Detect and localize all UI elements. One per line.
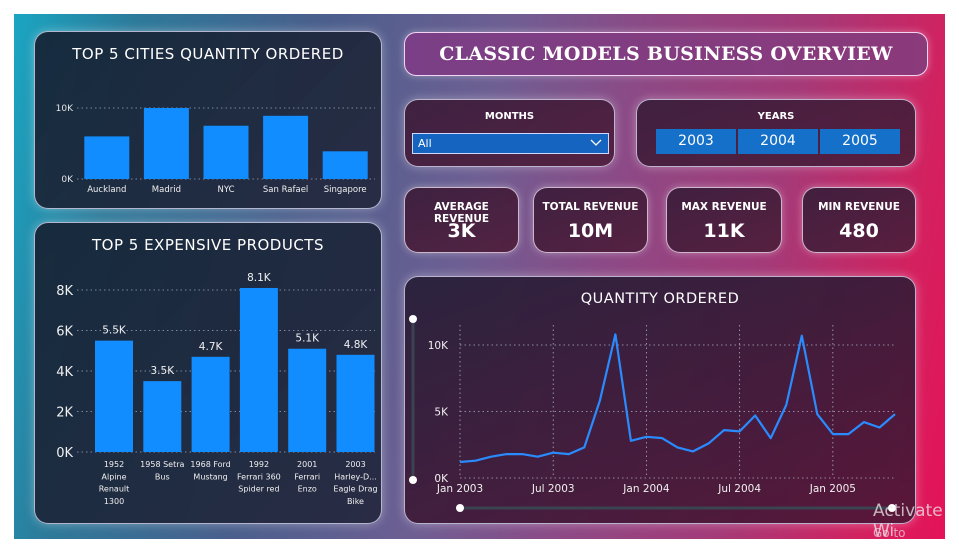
bar[interactable] — [191, 356, 230, 452]
data-label: 8.1K — [247, 272, 272, 284]
x-tick-label: Eagle Drag — [333, 485, 377, 494]
x-tick-label: Spider red — [238, 485, 279, 494]
x-tick-label: Mustang — [193, 472, 227, 481]
y-tick-label: 8K — [56, 284, 73, 299]
x-tick-label: NYC — [217, 185, 234, 195]
y-tick-label: 5K — [434, 407, 449, 419]
y-tick-label: 2K — [56, 406, 73, 421]
months-label: MONTHS — [484, 111, 535, 122]
kpi-max-revenue-label: MAX REVENUE — [681, 201, 767, 213]
quantity-ordered-panel: QUANTITY ORDERED 0K 5K 10K Jan 2003 Jul 2003… — [404, 276, 916, 524]
dashboard-title: CLASSIC MODELS BUSINESS OVERVIEW — [439, 43, 893, 65]
bar[interactable] — [143, 381, 182, 452]
months-dropdown[interactable]: All — [412, 133, 609, 154]
x-tick-label: Jan 2004 — [622, 483, 670, 495]
x-tick-label: Auckland — [87, 185, 126, 195]
year-button-2005[interactable]: 2005 — [820, 129, 900, 154]
x-tick-label: 1968 Ford — [190, 460, 230, 469]
x-tick-label: 1300 — [104, 497, 124, 506]
top-cities-title: TOP 5 CITIES QUANTITY ORDERED — [72, 45, 344, 63]
x-tick-label: 1958 Setra — [140, 460, 184, 469]
year-button-2004[interactable]: 2004 — [738, 129, 818, 154]
y-tick-label: 10K — [428, 340, 449, 352]
years-slicer: YEARS 2003 2004 2005 — [636, 99, 916, 167]
x-tick-label: Renault — [99, 485, 130, 494]
kpi-total-revenue-value: 10M — [567, 220, 614, 242]
y-tick-label: 0K — [61, 175, 74, 185]
activate-windows-watermark: Activate Wi — [873, 501, 943, 539]
y-tick-label: 0K — [434, 473, 449, 485]
x-tick-label: Jan 2005 — [809, 483, 856, 495]
bar[interactable] — [143, 108, 189, 179]
top-products-panel: TOP 5 EXPENSIVE PRODUCTS 0K 2K 4K 6K 8K 5.5K 1… — [34, 222, 382, 524]
x-tick-label: Harley-D... — [334, 472, 377, 481]
x-tick-label: Bus — [155, 472, 170, 481]
quantity-ordered-title: QUANTITY ORDERED — [580, 291, 740, 307]
x-tick-label: Ferrari — [294, 472, 320, 481]
y-range-slider-handle-bottom[interactable] — [409, 476, 417, 484]
y-tick-label: 4K — [56, 365, 73, 380]
y-tick-label: 0K — [56, 446, 73, 461]
x-tick-label: Ferrari 360 — [237, 472, 281, 481]
kpi-average-revenue: AVERAGE REVENUE 3K — [404, 187, 519, 253]
bar[interactable] — [203, 125, 249, 179]
x-tick-label: Madrid — [152, 185, 181, 195]
series-line[interactable] — [459, 333, 896, 464]
years-label: YEARS — [757, 111, 795, 122]
top-products-chart: 0K 2K 4K 6K 8K 5.5K 1952 Alpine Renault 1300 3.5K 1… — [56, 272, 377, 506]
data-label: 4.8K — [344, 339, 369, 351]
x-tick-label: Jan 2003 — [436, 483, 483, 495]
x-range-slider-handle-right[interactable] — [888, 504, 896, 512]
x-tick-label: Jul 2004 — [717, 483, 761, 495]
chevron-down-icon — [589, 135, 603, 152]
kpi-average-revenue-label: AVERAGE REVENUE — [433, 201, 490, 225]
data-label: 5.1K — [295, 333, 320, 345]
x-tick-label: Jul 2003 — [531, 483, 575, 495]
dashboard-title-box: CLASSIC MODELS BUSINESS OVERVIEW — [404, 32, 928, 76]
y-range-slider-handle-top[interactable] — [409, 315, 417, 323]
top-cities-panel: TOP 5 CITIES QUANTITY ORDERED 0K 10K Auckl… — [34, 31, 382, 209]
bar[interactable] — [263, 115, 309, 179]
kpi-total-revenue-label: TOTAL REVENUE — [542, 201, 639, 213]
x-range-slider-handle-left[interactable] — [456, 504, 464, 512]
y-tick-label: 10K — [56, 104, 74, 114]
bar[interactable] — [288, 348, 327, 452]
year-button-2003[interactable]: 2003 — [656, 129, 736, 154]
x-tick-label: 2003 — [345, 460, 365, 469]
months-selected-value: All — [418, 137, 432, 150]
bar[interactable] — [322, 151, 368, 179]
top-products-title: TOP 5 EXPENSIVE PRODUCTS — [91, 236, 324, 254]
bar[interactable] — [84, 136, 130, 179]
x-tick-label: Enzo — [298, 485, 317, 494]
kpi-average-revenue-value: 3K — [447, 220, 476, 242]
x-tick-label: Singapore — [324, 185, 367, 195]
kpi-min-revenue-value: 480 — [839, 220, 879, 242]
x-tick-label: 2001 — [297, 460, 317, 469]
kpi-max-revenue: MAX REVENUE 11K — [666, 187, 782, 253]
y-tick-label: 6K — [56, 325, 73, 340]
months-slicer: MONTHS All — [404, 99, 615, 167]
x-tick-label: San Rafael — [263, 185, 308, 195]
x-tick-label: Alpine — [102, 472, 127, 481]
x-tick-label: 1952 — [104, 460, 124, 469]
activate-windows-settings-hint[interactable]: Go to Settings t — [873, 526, 906, 539]
data-label: 5.5K — [102, 325, 127, 337]
quantity-ordered-chart: 0K 5K 10K Jan 2003 Jul 2003 Jan 2004 Jul 2004 J… — [409, 315, 896, 512]
bar[interactable] — [336, 354, 375, 452]
top-cities-chart: 0K 10K Auckland Madrid NYC San Rafael Singapor… — [56, 104, 375, 195]
bar[interactable] — [95, 340, 133, 452]
dashboard-canvas: TOP 5 CITIES QUANTITY ORDERED 0K 10K Auckl… — [14, 14, 945, 539]
x-tick-label: 1992 — [249, 460, 269, 469]
data-label: 4.7K — [199, 341, 224, 353]
x-tick-label: Bike — [347, 497, 364, 506]
kpi-total-revenue: TOTAL REVENUE 10M — [533, 187, 648, 253]
kpi-min-revenue: MIN REVENUE 480 — [802, 187, 916, 253]
kpi-min-revenue-label: MIN REVENUE — [818, 201, 900, 213]
bar[interactable] — [239, 287, 278, 452]
kpi-max-revenue-value: 11K — [703, 220, 745, 242]
data-label: 3.5K — [151, 365, 176, 377]
